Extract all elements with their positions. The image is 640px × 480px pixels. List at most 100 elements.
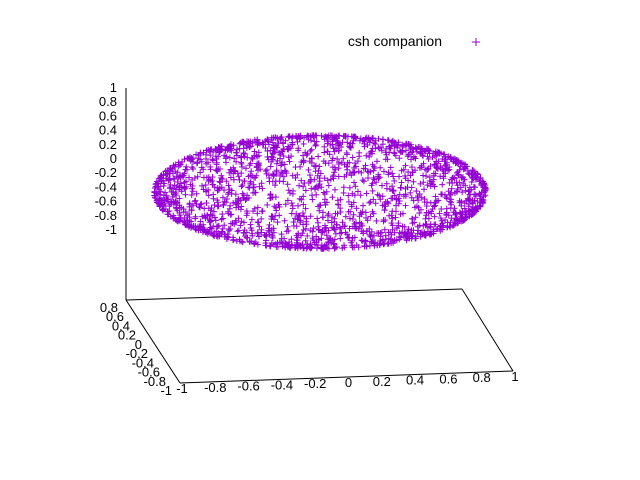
data-point xyxy=(245,184,252,191)
data-point xyxy=(443,195,450,202)
data-point xyxy=(431,202,438,209)
data-point xyxy=(388,142,395,149)
data-point xyxy=(181,184,188,191)
data-point xyxy=(352,160,359,167)
data-point xyxy=(428,208,435,215)
data-point xyxy=(370,232,377,239)
data-point xyxy=(409,215,416,222)
data-point xyxy=(238,154,245,161)
data-point xyxy=(405,226,412,233)
data-point xyxy=(408,164,415,171)
data-point xyxy=(476,177,483,184)
data-point xyxy=(193,160,200,167)
data-point xyxy=(289,172,296,179)
data-point xyxy=(300,183,307,190)
data-point xyxy=(300,140,307,147)
x-tick-label: -0.6 xyxy=(237,379,259,394)
data-point xyxy=(241,227,248,234)
data-point xyxy=(196,204,203,211)
data-point xyxy=(151,188,158,195)
data-point xyxy=(421,199,428,206)
data-point xyxy=(443,212,450,219)
data-point xyxy=(462,182,469,189)
data-point xyxy=(299,210,306,217)
data-point xyxy=(227,166,234,173)
z-tick-label: 0.8 xyxy=(99,94,117,109)
y-tick-label: 0.8 xyxy=(100,300,118,315)
data-point xyxy=(230,237,237,244)
axes xyxy=(125,88,514,384)
data-point xyxy=(207,163,214,170)
data-point xyxy=(182,178,189,185)
data-point xyxy=(366,153,373,160)
data-point xyxy=(371,176,378,183)
data-point xyxy=(270,216,277,223)
data-point xyxy=(217,179,224,186)
data-point xyxy=(271,182,278,189)
data-point xyxy=(437,173,444,180)
z-tick-label: -0.6 xyxy=(95,194,117,209)
data-point xyxy=(284,181,291,188)
data-point xyxy=(423,221,430,228)
data-point xyxy=(331,218,338,225)
data-point xyxy=(357,192,364,199)
data-point xyxy=(294,216,301,223)
data-point xyxy=(333,221,340,228)
data-point xyxy=(277,162,284,169)
data-point xyxy=(238,183,245,190)
data-point xyxy=(250,184,257,191)
data-point xyxy=(389,183,396,190)
data-point xyxy=(286,158,293,165)
data-point xyxy=(369,187,376,194)
data-point xyxy=(267,163,274,170)
data-point xyxy=(318,229,325,236)
data-point xyxy=(323,199,330,206)
data-point xyxy=(461,200,468,207)
data-point xyxy=(408,184,415,191)
data-point xyxy=(341,132,348,139)
data-point xyxy=(207,230,214,237)
data-point xyxy=(445,188,452,195)
data-point xyxy=(423,166,430,173)
z-tick-label: -1 xyxy=(105,222,117,237)
data-point xyxy=(351,179,358,186)
data-point xyxy=(318,132,325,139)
data-point xyxy=(367,213,374,220)
data-point xyxy=(417,149,424,156)
data-point xyxy=(369,180,376,187)
data-point xyxy=(164,196,171,203)
data-point xyxy=(214,232,221,239)
data-point xyxy=(335,147,342,154)
data-point xyxy=(452,220,459,227)
data-point xyxy=(427,230,434,237)
data-point xyxy=(427,163,434,170)
data-point xyxy=(251,136,258,143)
data-point xyxy=(407,189,414,196)
data-point xyxy=(157,178,164,185)
data-point xyxy=(369,236,376,243)
data-point xyxy=(267,194,274,201)
tick-labels: 10.80.60.40.20-0.2-0.4-0.6-0.8-1-1 -0.8 -0… xyxy=(95,80,519,398)
x-tick-label: -0.4 xyxy=(271,377,293,392)
data-point xyxy=(359,177,366,184)
data-point xyxy=(434,165,441,172)
data-point xyxy=(186,203,193,210)
data-point xyxy=(230,142,237,149)
data-point xyxy=(321,228,328,235)
data-point xyxy=(405,177,412,184)
data-point xyxy=(400,233,407,240)
data-point xyxy=(433,165,440,172)
data-point xyxy=(205,228,212,235)
data-point xyxy=(298,177,305,184)
data-point xyxy=(381,201,388,208)
data-point xyxy=(306,172,313,179)
data-point xyxy=(284,223,291,230)
data-point xyxy=(233,149,240,156)
data-point xyxy=(448,185,455,192)
data-point xyxy=(448,215,455,222)
data-point xyxy=(437,215,444,222)
data-point xyxy=(316,202,323,209)
data-point xyxy=(210,208,217,215)
x-tick-label: 1 xyxy=(511,369,518,384)
data-point xyxy=(389,195,396,202)
